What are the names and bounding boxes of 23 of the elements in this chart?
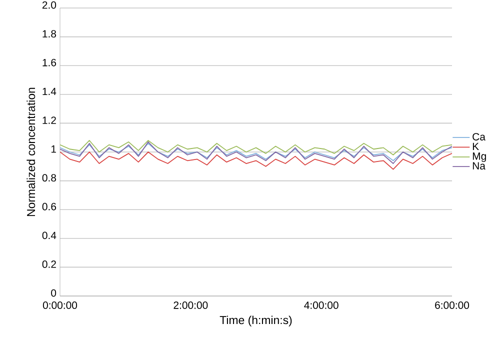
- y-tick-label: 1.2: [42, 116, 56, 124]
- y-tick-label: 0.2: [42, 260, 56, 268]
- legend-label: Mg: [472, 152, 486, 162]
- x-axis-title: Time (h:min:s): [220, 316, 292, 326]
- y-tick-label: 0.8: [42, 174, 56, 182]
- y-tick-label: 1.8: [42, 30, 56, 38]
- y-axis-title: Normalized concentration: [26, 88, 36, 216]
- y-tick-label: 0: [51, 289, 56, 297]
- y-tick-label: 1.6: [42, 58, 56, 66]
- line-series: [60, 140, 452, 156]
- y-tick-label: 0.4: [42, 232, 56, 240]
- x-tick-label: 2:00:00: [174, 302, 208, 309]
- y-tick-label: 1.4: [42, 88, 56, 96]
- line-series: [60, 152, 452, 170]
- legend-label: K: [472, 142, 479, 150]
- x-tick-label: 6:00:00: [435, 302, 470, 309]
- y-tick-label: 2.0: [42, 1, 56, 9]
- x-tick-label: 4:00:00: [304, 302, 338, 309]
- y-tick-label: 1: [51, 145, 56, 153]
- x-tick-label: 0:00:00: [42, 302, 78, 309]
- y-tick-label: 0.6: [42, 202, 56, 210]
- legend-label: Na: [472, 162, 486, 170]
- legend-label: Ca: [472, 133, 486, 140]
